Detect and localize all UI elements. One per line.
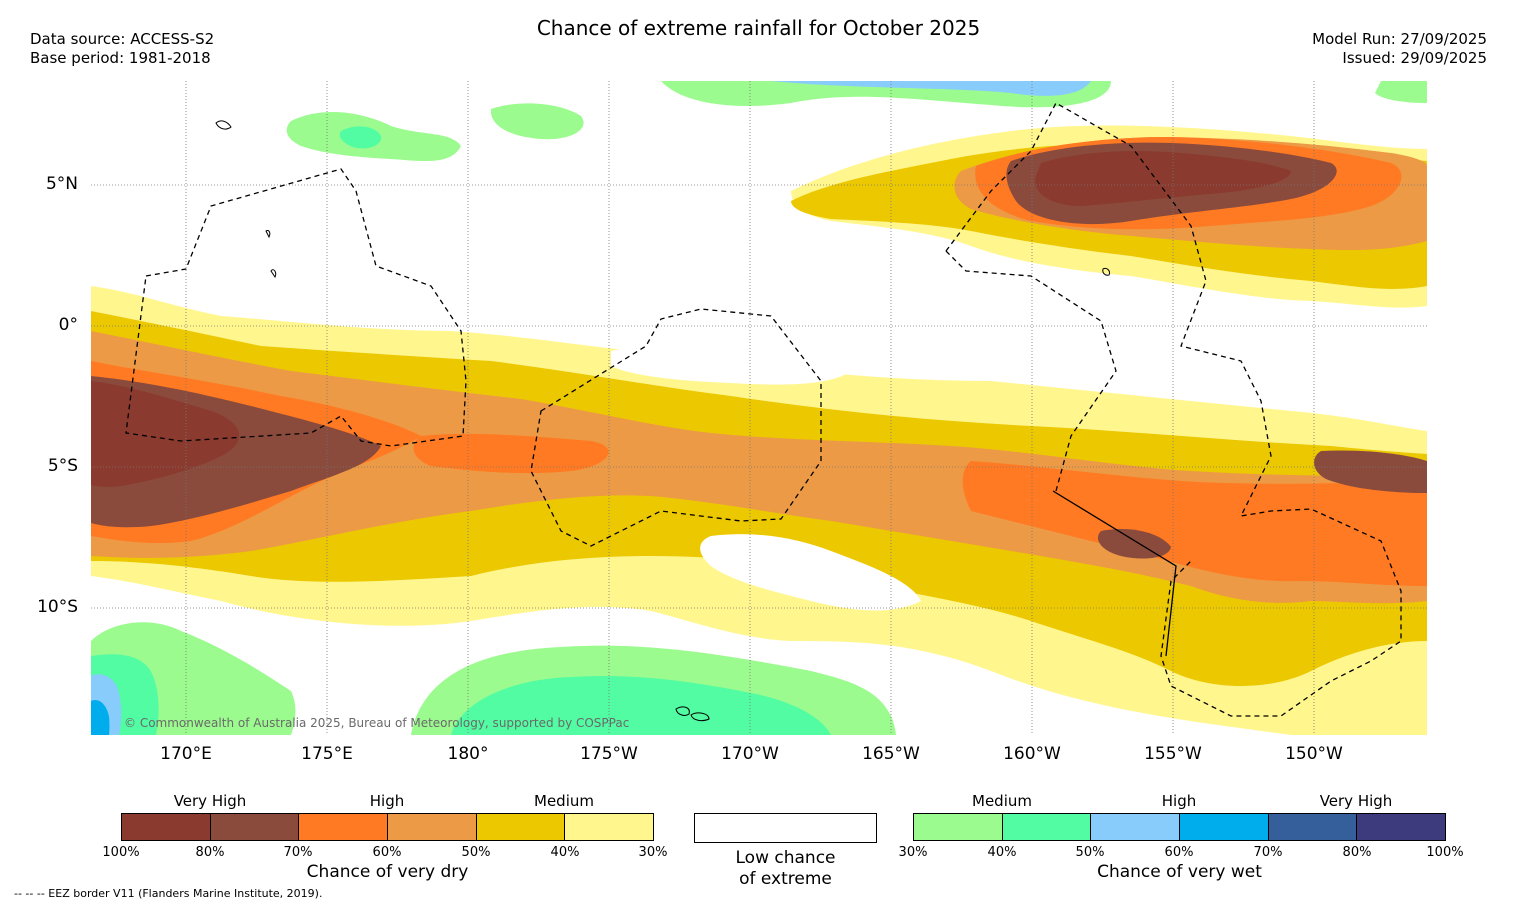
low-chance-gap-center xyxy=(700,534,921,611)
wet-region-northeast xyxy=(1375,81,1427,103)
model-run-label: Model Run: 27/09/2025 xyxy=(1312,30,1487,48)
low-chance-caption-line1: Low chance xyxy=(735,848,836,868)
base-period-label: Base period: 1981-2018 xyxy=(30,49,211,67)
dry-level-very-high: Very High xyxy=(173,792,247,810)
dry-swatch xyxy=(476,814,566,840)
dry-swatch xyxy=(122,814,211,840)
wet-level-very-high: Very High xyxy=(1319,792,1393,810)
islands xyxy=(215,120,1110,722)
wet-swatch xyxy=(1002,814,1092,840)
wet-swatch xyxy=(914,814,1003,840)
x-tick-180: 180° xyxy=(447,744,489,764)
y-tick-10s: 10°S xyxy=(37,597,78,617)
dry-pct-label: 100% xyxy=(102,845,140,860)
low-chance-gap-north xyxy=(611,344,851,385)
dry-swatch xyxy=(210,814,300,840)
wet-pct-label: 60% xyxy=(1164,845,1194,860)
dry-pct-label: 60% xyxy=(372,845,402,860)
territorial-boundary xyxy=(1052,490,1177,657)
dry-swatch xyxy=(388,814,477,840)
copyright-notice: © Commonwealth of Australia 2025, Bureau… xyxy=(124,716,630,730)
wet-swatch xyxy=(1268,814,1358,840)
y-tick-5s: 5°S xyxy=(47,456,78,476)
wet-colorbar xyxy=(913,813,1446,841)
x-tick-175w: 175°W xyxy=(580,744,638,764)
dry-pct-label: 80% xyxy=(195,845,225,860)
wet-swatch xyxy=(1180,814,1269,840)
wet-region-south-core xyxy=(451,675,831,735)
wet-pct-label: 80% xyxy=(1342,845,1372,860)
eez-footnote: -- -- -- EEZ border V11 (Flanders Marine… xyxy=(14,887,323,900)
low-chance-caption: Low chance of extreme xyxy=(694,848,877,890)
y-tick-0: 0° xyxy=(58,315,78,335)
dry-swatch xyxy=(565,814,654,840)
data-source-label: Data source: ACCESS-S2 xyxy=(30,30,215,48)
dry-band-60-mid xyxy=(413,433,609,474)
wet-region-northwest-core xyxy=(339,126,382,149)
dry-level-high: High xyxy=(369,792,405,810)
graticule xyxy=(91,81,1427,735)
wet-pct-label: 70% xyxy=(1253,845,1283,860)
low-chance-caption-line2: of extreme xyxy=(739,869,832,889)
dry-veryhigh-west-core xyxy=(91,381,240,487)
dry-pct-label: 50% xyxy=(461,845,491,860)
wet-pct-label: 40% xyxy=(987,845,1017,860)
wet-pct-label: 30% xyxy=(898,845,928,860)
x-tick-150w: 150°W xyxy=(1285,744,1343,764)
x-tick-160w: 160°W xyxy=(1003,744,1061,764)
wet-swatch xyxy=(1357,814,1446,840)
dry-veryhigh-east xyxy=(1314,450,1427,493)
dry-colorbar xyxy=(121,813,654,841)
dry-pct-label: 40% xyxy=(550,845,580,860)
wet-level-high: High xyxy=(1161,792,1197,810)
dry-caption: Chance of very dry xyxy=(306,862,469,882)
wet-swatch xyxy=(1091,814,1181,840)
x-tick-170w: 170°W xyxy=(721,744,779,764)
dry-pct-label: 70% xyxy=(283,845,313,860)
rainfall-map[interactable] xyxy=(91,81,1427,735)
x-tick-165w: 165°W xyxy=(862,744,920,764)
x-tick-155w: 155°W xyxy=(1144,744,1202,764)
rainfall-map-svg xyxy=(91,81,1427,735)
model-run-info: Model Run: 27/09/2025 Issued: 29/09/2025 xyxy=(1312,30,1487,68)
eez-borders xyxy=(125,102,1402,717)
low-chance-swatch xyxy=(694,813,877,843)
y-tick-5n: 5°N xyxy=(45,174,78,194)
dry-north-veryhigh-core xyxy=(1035,151,1291,206)
dry-swatch xyxy=(299,814,389,840)
x-tick-175e: 175°E xyxy=(301,744,353,764)
wet-region-north-high xyxy=(771,81,1091,96)
dry-band-60-east xyxy=(962,461,1427,586)
wet-level-medium: Medium xyxy=(972,792,1032,810)
map-title: Chance of extreme rainfall for October 2… xyxy=(536,16,981,40)
wet-region-north-small xyxy=(490,103,584,140)
dry-level-medium: Medium xyxy=(534,792,594,810)
wet-pct-label: 100% xyxy=(1426,845,1464,860)
wet-region-southwest-veryhigh xyxy=(91,699,110,735)
data-source-info: Data source: ACCESS-S2 Base period: 1981… xyxy=(30,30,214,68)
wet-pct-label: 50% xyxy=(1075,845,1105,860)
wet-caption: Chance of very wet xyxy=(1097,862,1262,882)
x-tick-170e: 170°E xyxy=(160,744,212,764)
dry-pct-label: 30% xyxy=(638,845,668,860)
issued-label: Issued: 29/09/2025 xyxy=(1342,49,1487,67)
